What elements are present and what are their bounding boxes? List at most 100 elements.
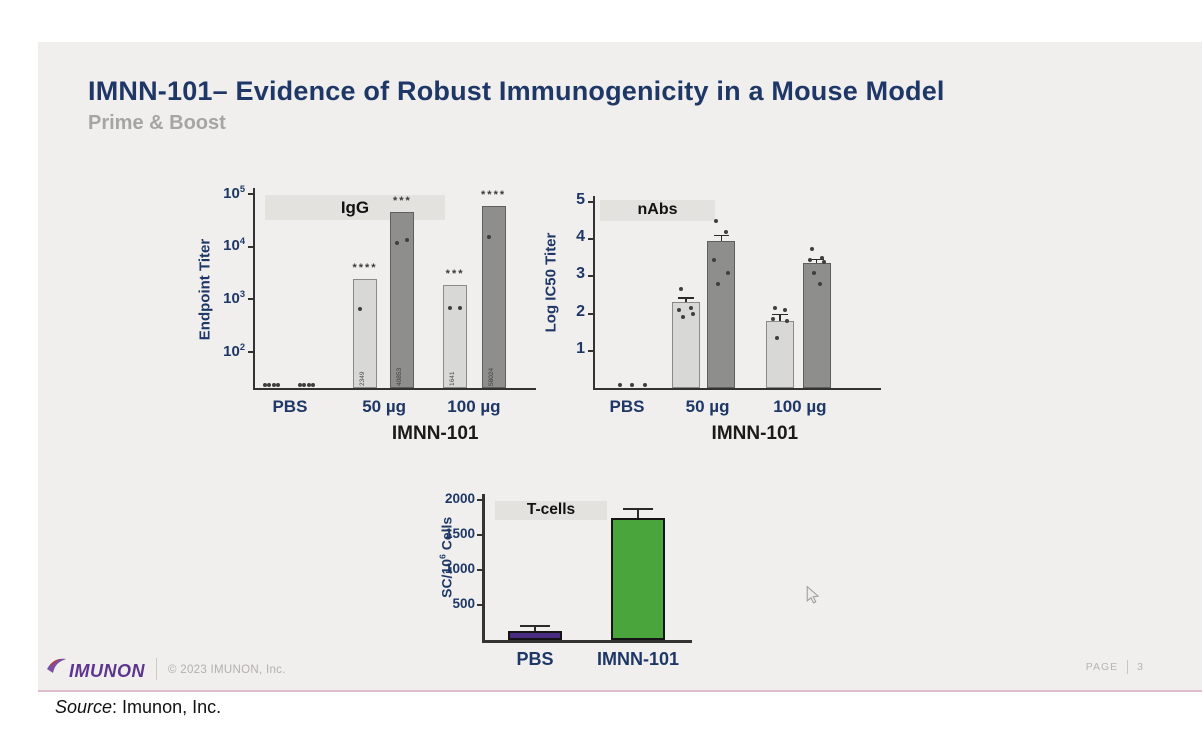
chart-igg: 102 103 104 105 IgG **** 2349 *** 40853 *** 1641 **… — [38, 42, 1202, 690]
x-axis — [593, 388, 881, 390]
baseline-dot — [276, 383, 281, 387]
significance-stars: **** — [352, 261, 378, 274]
source-label: Source — [55, 697, 113, 717]
bar-50µg-dark — [390, 212, 415, 388]
chart-title: T-cells — [526, 501, 576, 519]
error-bar-stem — [720, 235, 723, 242]
error-bar-stem — [637, 509, 639, 519]
y-tick — [588, 349, 593, 352]
imunon-swoosh-icon — [46, 657, 68, 680]
x-category-label: 100 µg — [447, 397, 501, 416]
significance-stars: *** — [392, 195, 412, 208]
x-category-label: PBS — [609, 397, 645, 416]
baseline-dot — [298, 383, 303, 387]
data-point-dot — [676, 307, 681, 312]
error-bar-stem — [534, 626, 536, 631]
y-tick-label: 4 — [576, 228, 585, 246]
error-bar-cap — [772, 313, 788, 316]
y-axis — [253, 188, 255, 388]
baseline-dot — [618, 383, 623, 387]
chart-title-band — [600, 200, 715, 221]
data-point-dot — [714, 218, 719, 223]
error-bar-cap — [622, 508, 654, 510]
imunon-logo-text: IMUNON — [69, 661, 145, 681]
data-point-dot — [772, 306, 777, 311]
x-axis-title: IMNN-101 — [391, 423, 479, 444]
y-tick — [477, 604, 482, 606]
error-bar-cap — [519, 625, 551, 627]
data-point-dot — [724, 229, 729, 234]
bar-50µg-light — [671, 302, 700, 388]
data-point-dot — [395, 240, 400, 245]
data-point-dot — [678, 287, 683, 292]
data-point-dot — [770, 317, 775, 322]
data-point-dot — [680, 315, 685, 320]
data-point-dot — [405, 237, 410, 242]
y-tick-label: 1 — [576, 339, 585, 357]
y-tick — [588, 275, 593, 278]
y-tick — [588, 238, 593, 241]
y-tick-label: 104 — [223, 236, 245, 255]
y-axis — [482, 494, 485, 640]
y-tick-label: 3 — [576, 265, 585, 283]
bar-100µg-light — [765, 321, 794, 388]
error-bar-cap — [713, 234, 730, 237]
page-indicator: PAGE 3 — [1086, 660, 1144, 674]
y-tick — [248, 193, 253, 195]
data-point-dot — [782, 307, 787, 312]
page-divider — [1127, 660, 1129, 674]
baseline-dot — [267, 383, 272, 387]
mouse-cursor-icon — [806, 585, 820, 609]
source-line: Source: Imunon, Inc. — [55, 697, 221, 718]
data-point-dot — [821, 259, 826, 264]
data-point-dot — [784, 319, 789, 324]
slide-title: IMNN-101– Evidence of Robust Immunogenic… — [88, 76, 945, 106]
baseline-dot — [311, 383, 316, 387]
baseline-dot — [307, 383, 312, 387]
page-word: PAGE — [1085, 661, 1119, 673]
y-tick — [248, 351, 253, 354]
y-tick-label: 1000 — [444, 560, 475, 576]
y-axis-title: SC/106 Cells — [437, 516, 455, 598]
data-point-dot — [458, 305, 463, 310]
x-category-label: 50 µg — [685, 397, 730, 416]
data-point-dot — [809, 246, 814, 251]
data-point-dot — [811, 270, 816, 275]
bar-PBS-purple — [507, 630, 562, 640]
baseline-dot — [302, 383, 307, 387]
slide: IMNN-101– Evidence of Robust Immunogenic… — [38, 42, 1202, 692]
x-axis — [482, 640, 692, 643]
x-axis — [253, 388, 536, 390]
y-tick — [248, 245, 253, 248]
x-axis-title: IMNN-101 — [711, 423, 799, 444]
data-point-dot — [688, 306, 693, 311]
y-tick-label: 102 — [223, 341, 245, 360]
bar-50µg-dark — [707, 241, 736, 388]
data-point-dot — [358, 307, 363, 312]
x-category-label: 100 µg — [773, 397, 827, 416]
data-point-dot — [690, 311, 695, 316]
x-category-label: 50 µg — [362, 397, 407, 416]
y-tick-label: 105 — [223, 183, 245, 202]
significance-stars: **** — [481, 188, 507, 201]
data-point-dot — [726, 270, 731, 275]
y-tick — [588, 312, 593, 315]
error-bar-cap — [678, 297, 694, 299]
bar-IMNN-101-green — [611, 518, 666, 640]
baseline-dot — [263, 383, 268, 387]
baseline-dot — [643, 383, 648, 387]
chart-title: nAbs — [637, 201, 678, 219]
y-tick — [248, 298, 253, 301]
slide-subtitle: Prime & Boost — [88, 112, 226, 134]
x-category-label: IMNN-101 — [597, 649, 680, 669]
y-tick-label: 2 — [576, 302, 585, 320]
copyright-text: © 2023 IMUNON, Inc. — [168, 664, 286, 676]
baseline-dot — [272, 383, 277, 387]
data-point-dot — [486, 235, 491, 240]
significance-stars: *** — [445, 267, 465, 280]
x-category-label: PBS — [272, 397, 308, 416]
y-tick-label: 500 — [452, 595, 475, 611]
error-bar-stem — [815, 259, 818, 264]
y-tick-label: 5 — [576, 191, 585, 209]
baseline-dot — [629, 383, 634, 387]
